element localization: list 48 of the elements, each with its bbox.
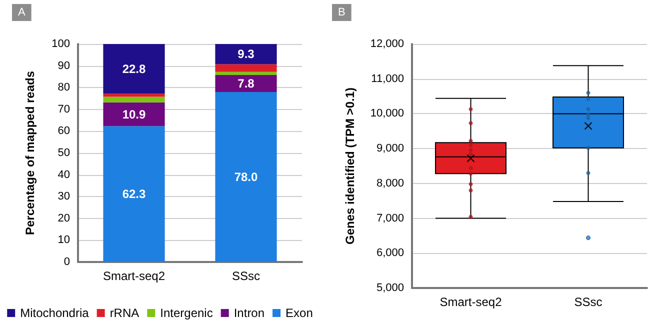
y-axis-title: Genes identified (TPM >0.1) [343,87,357,245]
y-tick-label: 10 [58,234,70,246]
x-tick-label: SSsc [232,269,260,283]
y-tick-label: 7,000 [376,212,404,224]
bar [103,96,165,102]
x-tick-label: SSsc [574,295,602,309]
data-label: 62.3 [122,187,146,202]
data-label: 7.8 [238,76,255,90]
y-axis-title: Percentage of mapped reads [23,70,37,236]
y-tick-label: 6,000 [376,247,404,260]
data-label: 9.3 [238,47,255,62]
y-tick-label: 30 [58,190,70,203]
y-tick-label: 70 [58,103,70,116]
x-tick-label: Smart-seq2 [440,295,502,309]
legend-label: Mitochondria [20,306,90,320]
bar [215,44,277,64]
legend-label: Intron [234,306,265,320]
legend-label: Intergenic [160,306,213,320]
y-tick-label: 0 [64,256,70,268]
bar [215,72,277,75]
y-tick-label: 11,000 [371,72,404,85]
chart-title: B [338,6,346,18]
y-tick-label: 9,000 [376,142,404,155]
y-tick-label: 8,000 [376,177,404,190]
y-tick-label: 80 [58,82,70,94]
bar [103,44,165,94]
y-tick-label: 5,000 [376,282,404,294]
y-tick-label: 60 [58,125,70,138]
bar [215,74,277,92]
y-tick-label: 12,000 [370,38,404,50]
data-label: 10.9 [122,107,146,122]
y-tick-label: 50 [58,147,70,159]
x-tick-label: Smart-seq2 [102,269,166,283]
chart-title: A [18,6,26,18]
bar [215,92,277,262]
data-label: 78.0 [234,170,258,184]
y-tick-label: 90 [58,60,70,72]
data-label: 22.8 [122,62,146,76]
y-tick-label: 20 [58,212,70,224]
y-tick-label: 40 [58,168,70,181]
legend-label: rRNA [110,306,140,320]
y-tick-label: 10,000 [370,108,404,120]
y-tick-label: 100 [52,38,70,50]
bar [103,94,165,97]
legend-label: Exon [286,306,313,320]
bar [103,126,165,262]
bar [215,64,277,72]
bar [103,102,165,126]
